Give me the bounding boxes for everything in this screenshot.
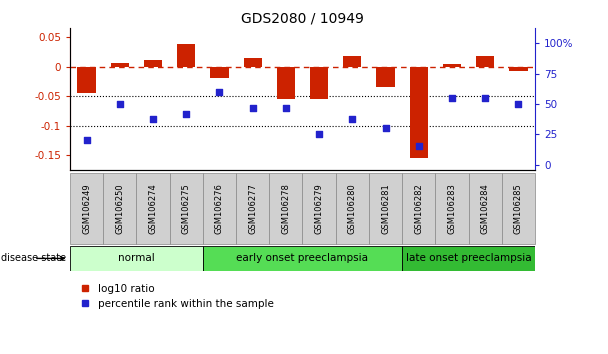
Text: GSM106280: GSM106280 (348, 183, 357, 234)
FancyBboxPatch shape (302, 173, 336, 244)
Point (314, 131, 324, 137)
Point (115, 101, 125, 107)
Bar (244, 58, 262, 67)
Text: GSM106249: GSM106249 (82, 183, 91, 234)
Bar (510, 67, 528, 72)
Text: GSM106274: GSM106274 (148, 183, 157, 234)
FancyBboxPatch shape (136, 173, 170, 244)
Legend: log10 ratio, percentile rank within the sample: log10 ratio, percentile rank within the … (75, 280, 278, 313)
Point (414, 144, 424, 149)
FancyBboxPatch shape (502, 173, 535, 244)
FancyBboxPatch shape (70, 173, 103, 244)
FancyBboxPatch shape (203, 173, 236, 244)
Text: GSM106281: GSM106281 (381, 183, 390, 234)
Text: GSM106285: GSM106285 (514, 183, 523, 234)
FancyBboxPatch shape (435, 173, 469, 244)
Bar (343, 56, 361, 67)
Text: normal: normal (118, 253, 155, 263)
Text: GSM106276: GSM106276 (215, 183, 224, 234)
Bar (210, 67, 229, 79)
Text: GSM106278: GSM106278 (282, 183, 291, 234)
Text: late onset preeclampsia: late onset preeclampsia (406, 253, 531, 263)
Point (514, 101, 523, 107)
Title: GDS2080 / 10949: GDS2080 / 10949 (241, 12, 364, 26)
Point (181, 111, 191, 116)
Bar (310, 67, 328, 99)
Bar (144, 59, 162, 67)
FancyBboxPatch shape (336, 173, 369, 244)
Text: GSM106279: GSM106279 (314, 183, 323, 234)
Text: GSM106282: GSM106282 (414, 183, 423, 234)
FancyBboxPatch shape (402, 173, 435, 244)
Text: GSM106284: GSM106284 (481, 183, 489, 234)
FancyBboxPatch shape (402, 246, 535, 271)
FancyBboxPatch shape (269, 173, 302, 244)
Point (215, 89, 224, 95)
Bar (111, 63, 129, 67)
Text: GSM106277: GSM106277 (248, 183, 257, 234)
Point (81, 138, 91, 143)
Point (381, 125, 390, 131)
Text: GSM106283: GSM106283 (447, 183, 457, 234)
FancyBboxPatch shape (236, 173, 269, 244)
Bar (476, 56, 494, 67)
Bar (177, 44, 195, 67)
Text: GSM106250: GSM106250 (116, 183, 124, 234)
Bar (77, 67, 95, 93)
FancyBboxPatch shape (469, 173, 502, 244)
Point (347, 116, 357, 121)
FancyBboxPatch shape (369, 173, 402, 244)
Point (281, 105, 291, 110)
Bar (443, 64, 461, 67)
Point (148, 116, 158, 121)
Text: GSM106275: GSM106275 (182, 183, 191, 234)
Bar (277, 67, 295, 99)
Text: disease state: disease state (1, 253, 66, 263)
Point (447, 95, 457, 101)
FancyBboxPatch shape (203, 246, 402, 271)
FancyBboxPatch shape (170, 173, 203, 244)
Bar (376, 67, 395, 87)
FancyBboxPatch shape (103, 173, 136, 244)
Point (480, 95, 490, 101)
Text: early onset preeclampsia: early onset preeclampsia (237, 253, 368, 263)
Bar (410, 67, 428, 158)
FancyBboxPatch shape (70, 246, 203, 271)
Point (248, 105, 258, 110)
